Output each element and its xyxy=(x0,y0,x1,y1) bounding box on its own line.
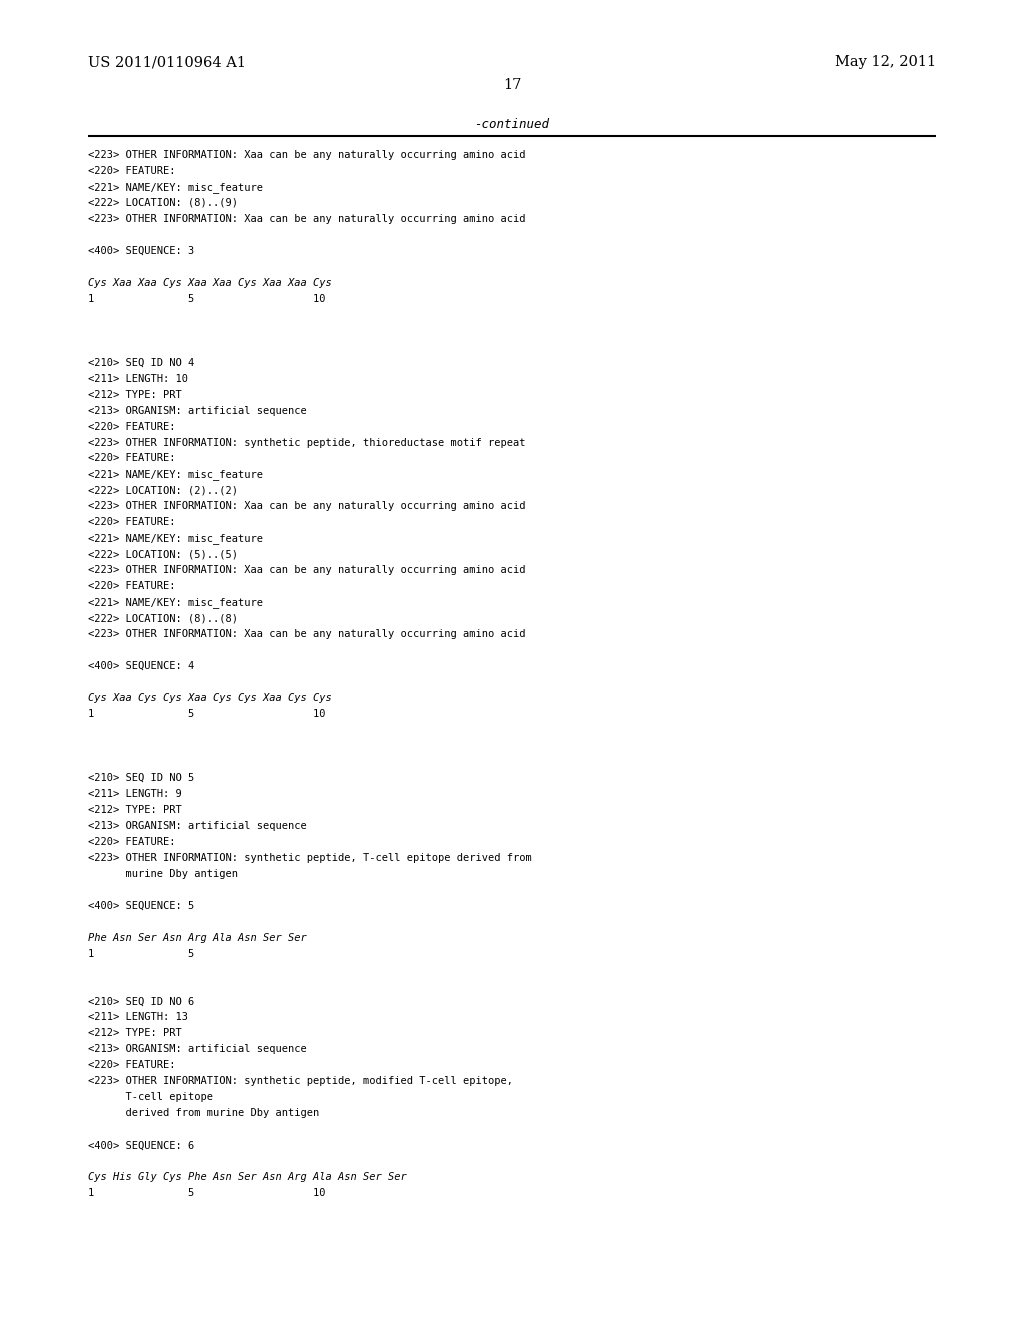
Text: <221> NAME/KEY: misc_feature: <221> NAME/KEY: misc_feature xyxy=(88,533,263,544)
Text: <211> LENGTH: 13: <211> LENGTH: 13 xyxy=(88,1012,188,1023)
Text: 1               5                   10: 1 5 10 xyxy=(88,294,326,304)
Text: <221> NAME/KEY: misc_feature: <221> NAME/KEY: misc_feature xyxy=(88,182,263,193)
Text: Phe Asn Ser Asn Arg Ala Asn Ser Ser: Phe Asn Ser Asn Arg Ala Asn Ser Ser xyxy=(88,933,307,942)
Text: <220> FEATURE:: <220> FEATURE: xyxy=(88,581,175,591)
Text: <223> OTHER INFORMATION: Xaa can be any naturally occurring amino acid: <223> OTHER INFORMATION: Xaa can be any … xyxy=(88,150,525,160)
Text: <400> SEQUENCE: 6: <400> SEQUENCE: 6 xyxy=(88,1140,195,1150)
Text: <220> FEATURE:: <220> FEATURE: xyxy=(88,454,175,463)
Text: Cys Xaa Xaa Cys Xaa Xaa Cys Xaa Xaa Cys: Cys Xaa Xaa Cys Xaa Xaa Cys Xaa Xaa Cys xyxy=(88,277,332,288)
Text: <400> SEQUENCE: 5: <400> SEQUENCE: 5 xyxy=(88,900,195,911)
Text: <222> LOCATION: (8)..(8): <222> LOCATION: (8)..(8) xyxy=(88,614,238,623)
Text: <213> ORGANISM: artificial sequence: <213> ORGANISM: artificial sequence xyxy=(88,821,307,830)
Text: <221> NAME/KEY: misc_feature: <221> NAME/KEY: misc_feature xyxy=(88,470,263,480)
Text: <400> SEQUENCE: 4: <400> SEQUENCE: 4 xyxy=(88,661,195,671)
Text: <223> OTHER INFORMATION: Xaa can be any naturally occurring amino acid: <223> OTHER INFORMATION: Xaa can be any … xyxy=(88,565,525,576)
Text: <210> SEQ ID NO 6: <210> SEQ ID NO 6 xyxy=(88,997,195,1007)
Text: <220> FEATURE:: <220> FEATURE: xyxy=(88,837,175,847)
Text: <220> FEATURE:: <220> FEATURE: xyxy=(88,166,175,176)
Text: <223> OTHER INFORMATION: Xaa can be any naturally occurring amino acid: <223> OTHER INFORMATION: Xaa can be any … xyxy=(88,630,525,639)
Text: <212> TYPE: PRT: <212> TYPE: PRT xyxy=(88,805,181,814)
Text: <220> FEATURE:: <220> FEATURE: xyxy=(88,517,175,528)
Text: <223> OTHER INFORMATION: synthetic peptide, T-cell epitope derived from: <223> OTHER INFORMATION: synthetic pepti… xyxy=(88,853,531,863)
Text: <222> LOCATION: (2)..(2): <222> LOCATION: (2)..(2) xyxy=(88,486,238,495)
Text: <223> OTHER INFORMATION: synthetic peptide, modified T-cell epitope,: <223> OTHER INFORMATION: synthetic pepti… xyxy=(88,1076,513,1086)
Text: Cys His Gly Cys Phe Asn Ser Asn Arg Ala Asn Ser Ser: Cys His Gly Cys Phe Asn Ser Asn Arg Ala … xyxy=(88,1172,407,1183)
Text: <221> NAME/KEY: misc_feature: <221> NAME/KEY: misc_feature xyxy=(88,597,263,609)
Text: <400> SEQUENCE: 3: <400> SEQUENCE: 3 xyxy=(88,246,195,256)
Text: <212> TYPE: PRT: <212> TYPE: PRT xyxy=(88,389,181,400)
Text: murine Dby antigen: murine Dby antigen xyxy=(88,869,238,879)
Text: -continued: -continued xyxy=(474,117,550,131)
Text: <213> ORGANISM: artificial sequence: <213> ORGANISM: artificial sequence xyxy=(88,405,307,416)
Text: derived from murine Dby antigen: derived from murine Dby antigen xyxy=(88,1109,319,1118)
Text: <223> OTHER INFORMATION: synthetic peptide, thioreductase motif repeat: <223> OTHER INFORMATION: synthetic pepti… xyxy=(88,437,525,447)
Text: <212> TYPE: PRT: <212> TYPE: PRT xyxy=(88,1028,181,1039)
Text: <222> LOCATION: (5)..(5): <222> LOCATION: (5)..(5) xyxy=(88,549,238,560)
Text: 1               5: 1 5 xyxy=(88,949,195,958)
Text: <220> FEATURE:: <220> FEATURE: xyxy=(88,1060,175,1071)
Text: <222> LOCATION: (8)..(9): <222> LOCATION: (8)..(9) xyxy=(88,198,238,209)
Text: 1               5                   10: 1 5 10 xyxy=(88,1188,326,1199)
Text: 1               5                   10: 1 5 10 xyxy=(88,709,326,719)
Text: <213> ORGANISM: artificial sequence: <213> ORGANISM: artificial sequence xyxy=(88,1044,307,1055)
Text: <220> FEATURE:: <220> FEATURE: xyxy=(88,421,175,432)
Text: <223> OTHER INFORMATION: Xaa can be any naturally occurring amino acid: <223> OTHER INFORMATION: Xaa can be any … xyxy=(88,214,525,224)
Text: 17: 17 xyxy=(503,78,521,92)
Text: <223> OTHER INFORMATION: Xaa can be any naturally occurring amino acid: <223> OTHER INFORMATION: Xaa can be any … xyxy=(88,502,525,511)
Text: <211> LENGTH: 10: <211> LENGTH: 10 xyxy=(88,374,188,384)
Text: US 2011/0110964 A1: US 2011/0110964 A1 xyxy=(88,55,246,69)
Text: Cys Xaa Cys Cys Xaa Cys Cys Xaa Cys Cys: Cys Xaa Cys Cys Xaa Cys Cys Xaa Cys Cys xyxy=(88,693,332,704)
Text: <211> LENGTH: 9: <211> LENGTH: 9 xyxy=(88,789,181,799)
Text: <210> SEQ ID NO 4: <210> SEQ ID NO 4 xyxy=(88,358,195,368)
Text: T-cell epitope: T-cell epitope xyxy=(88,1093,213,1102)
Text: May 12, 2011: May 12, 2011 xyxy=(835,55,936,69)
Text: <210> SEQ ID NO 5: <210> SEQ ID NO 5 xyxy=(88,774,195,783)
